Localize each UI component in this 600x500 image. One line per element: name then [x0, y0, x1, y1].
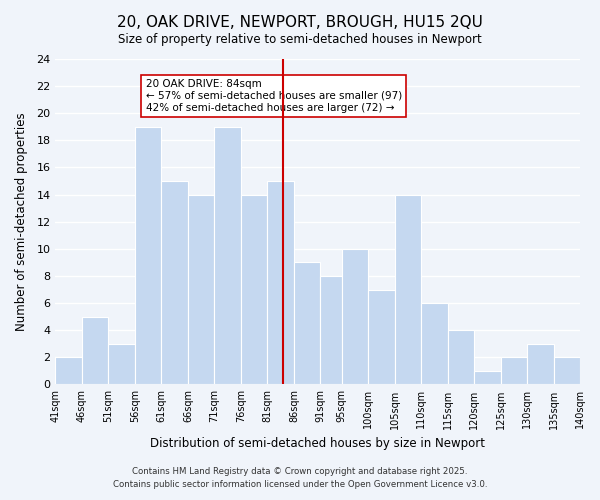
Bar	[320, 276, 341, 384]
Bar	[214, 127, 241, 384]
Bar	[109, 344, 135, 385]
Text: Contains HM Land Registry data © Crown copyright and database right 2025.
Contai: Contains HM Land Registry data © Crown c…	[113, 468, 487, 489]
Bar	[554, 358, 580, 384]
Bar	[500, 358, 527, 384]
Bar	[421, 303, 448, 384]
Bar	[161, 181, 188, 384]
Bar	[448, 330, 474, 384]
Bar	[395, 194, 421, 384]
X-axis label: Distribution of semi-detached houses by size in Newport: Distribution of semi-detached houses by …	[150, 437, 485, 450]
Bar	[188, 194, 214, 384]
Bar	[82, 316, 109, 384]
Bar	[341, 249, 368, 384]
Text: Size of property relative to semi-detached houses in Newport: Size of property relative to semi-detach…	[118, 32, 482, 46]
Bar	[241, 194, 268, 384]
Text: 20, OAK DRIVE, NEWPORT, BROUGH, HU15 2QU: 20, OAK DRIVE, NEWPORT, BROUGH, HU15 2QU	[117, 15, 483, 30]
Bar	[474, 371, 500, 384]
Bar	[294, 262, 320, 384]
Y-axis label: Number of semi-detached properties: Number of semi-detached properties	[15, 112, 28, 331]
Bar	[268, 181, 294, 384]
Bar	[368, 290, 395, 384]
Bar	[55, 358, 82, 384]
Bar	[135, 127, 161, 384]
Text: 20 OAK DRIVE: 84sqm
← 57% of semi-detached houses are smaller (97)
42% of semi-d: 20 OAK DRIVE: 84sqm ← 57% of semi-detach…	[146, 80, 402, 112]
Bar	[527, 344, 554, 385]
